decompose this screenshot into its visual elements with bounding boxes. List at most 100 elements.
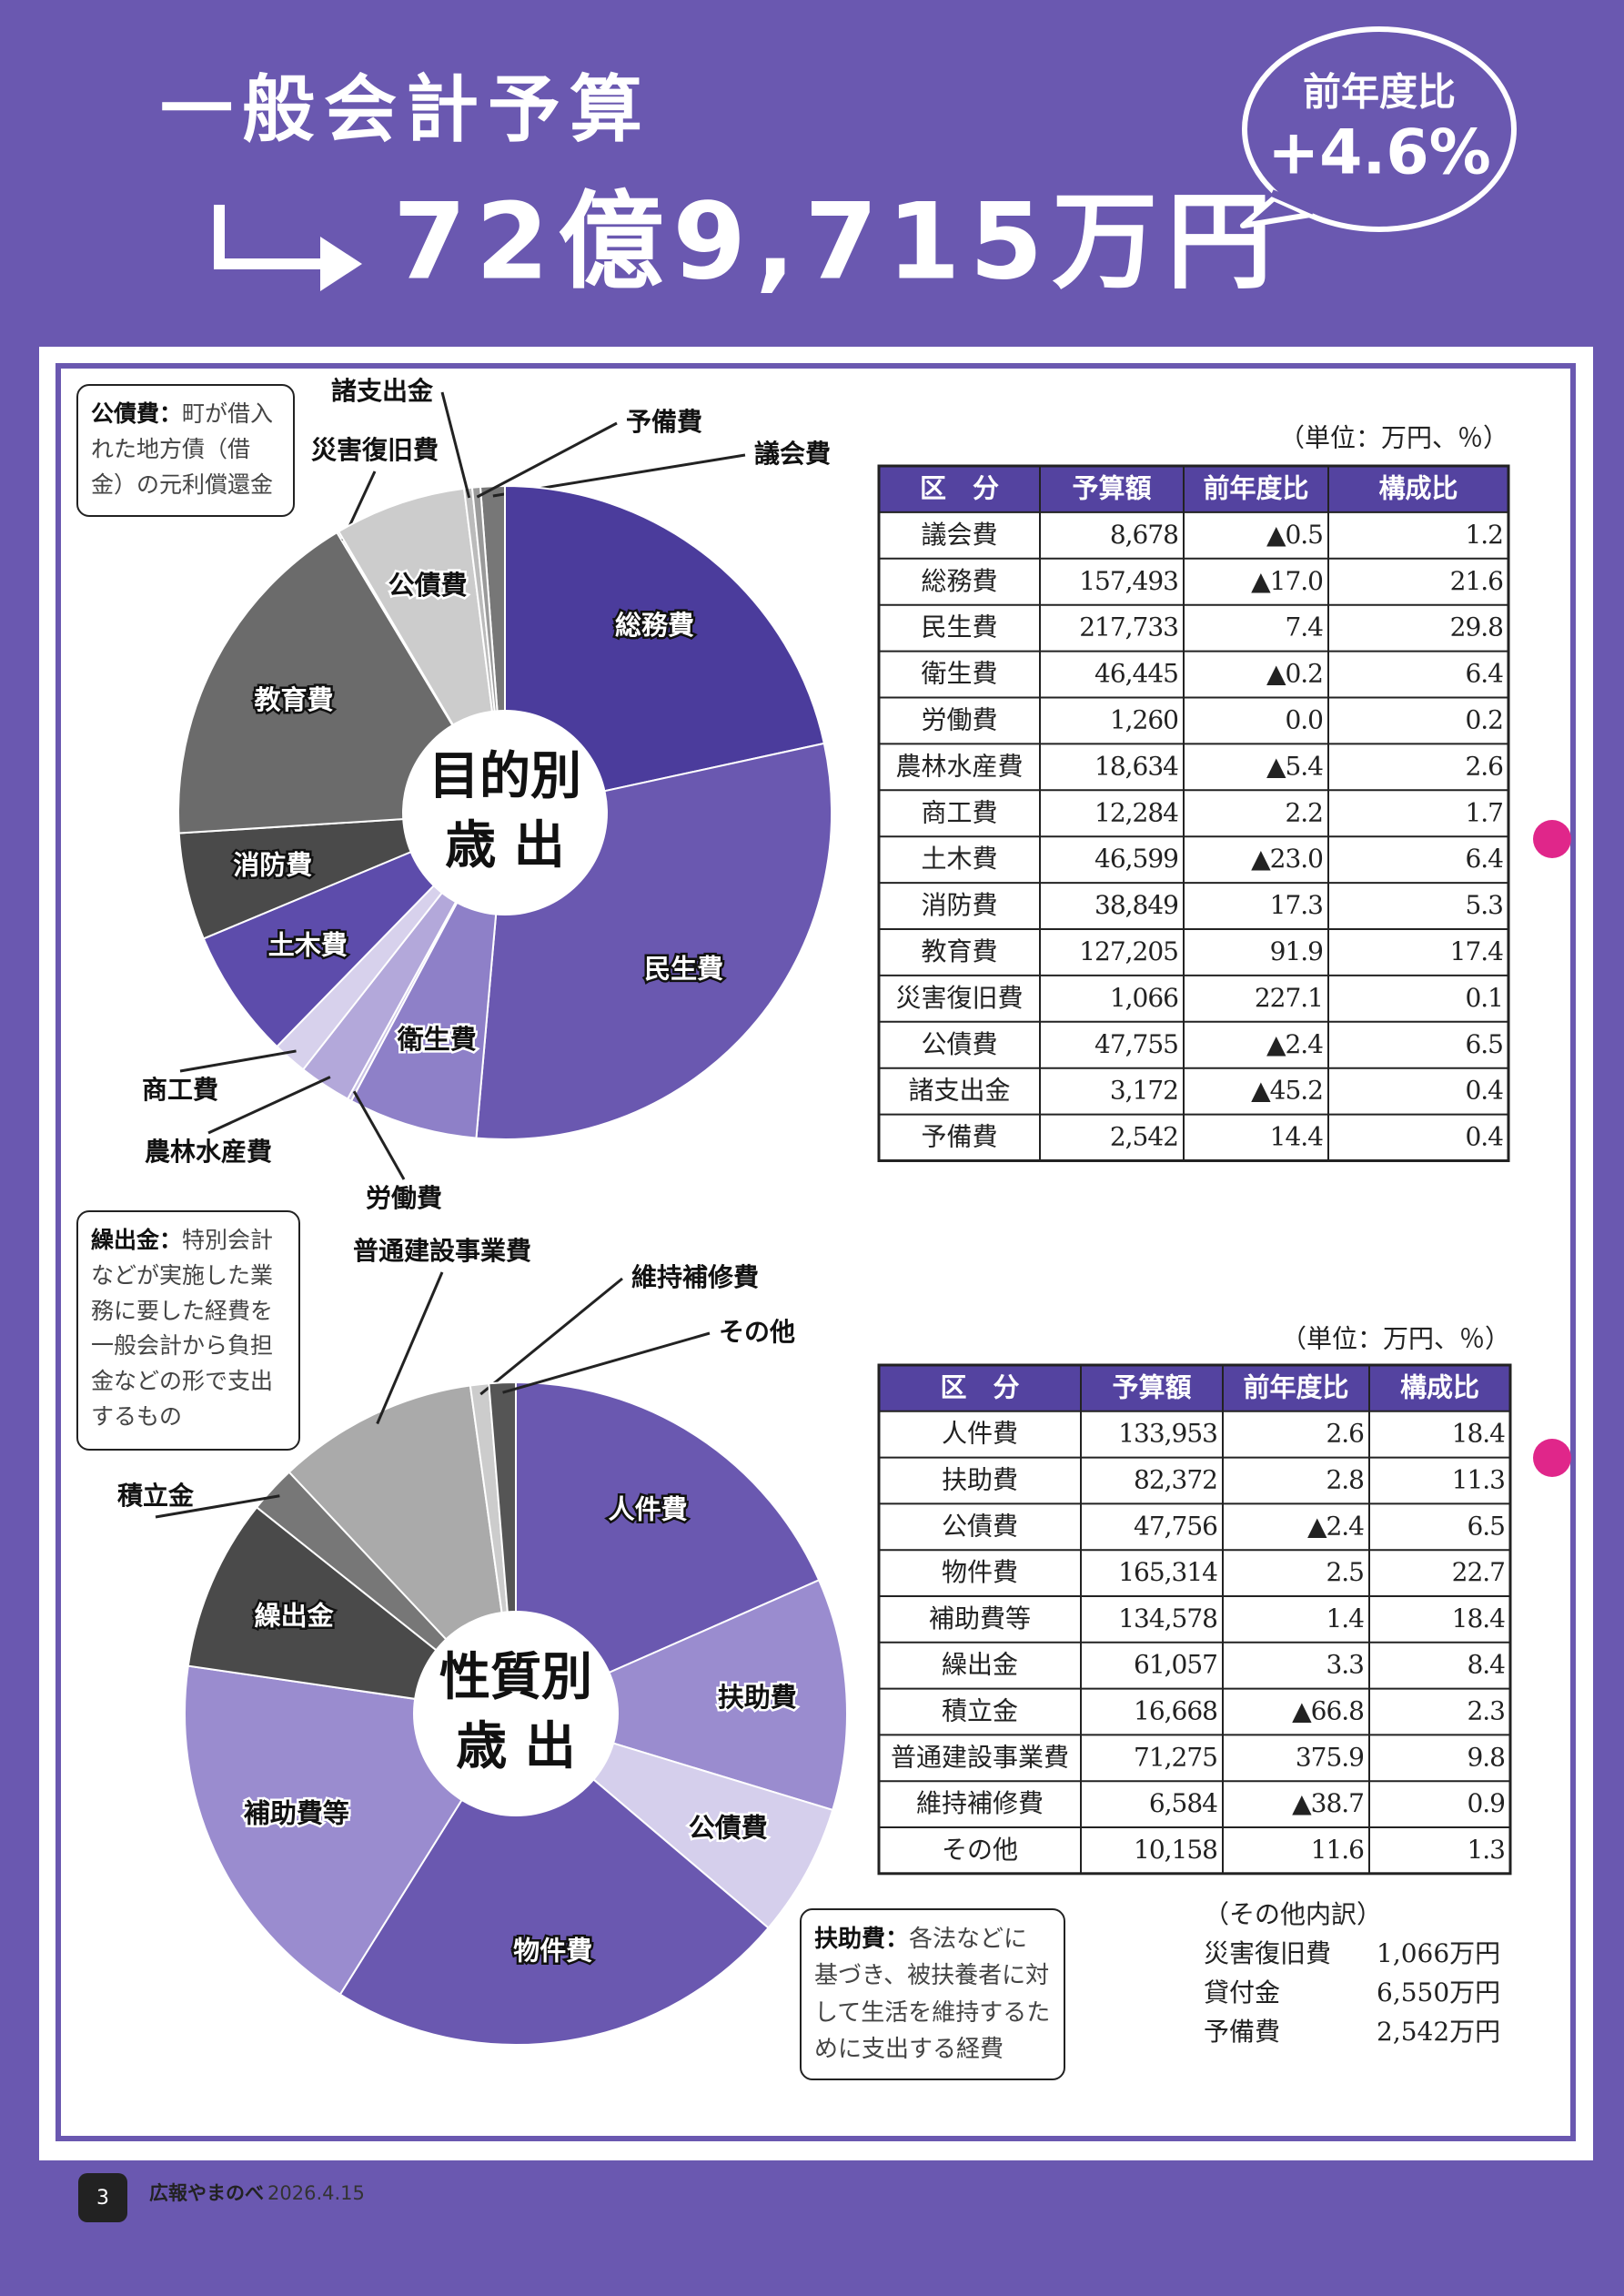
table-header: 前年度比 bbox=[1203, 472, 1308, 503]
breakdown-value: 6,550万円 bbox=[1377, 1977, 1501, 2008]
unit: （単位：万円、％） bbox=[1279, 423, 1508, 453]
pie-label: 教育費 bbox=[254, 684, 333, 715]
note-term: 繰出金： bbox=[91, 1227, 183, 1253]
breakdown-value: 1,066万円 bbox=[1377, 1938, 1501, 1968]
table-cell-number: 1.7 bbox=[1465, 797, 1503, 827]
table-cell-name: 災害復旧費 bbox=[895, 983, 1023, 1013]
table-cell-number: 3,172 bbox=[1110, 1076, 1178, 1106]
table-header: 前年度比 bbox=[1243, 1371, 1348, 1402]
table-cell-number: 9.8 bbox=[1467, 1742, 1505, 1772]
table-cell-name: 扶助費 bbox=[942, 1465, 1018, 1495]
table-cell-number: 2.6 bbox=[1326, 1419, 1364, 1449]
pie-label: 民生費 bbox=[644, 953, 723, 984]
table-cell-name: 公債費 bbox=[942, 1511, 1018, 1541]
table-cell-number: 1,260 bbox=[1110, 704, 1178, 734]
pie-center bbox=[402, 710, 608, 915]
table-cell-number: 71,275 bbox=[1134, 1742, 1217, 1772]
table-cell-name: 人件費 bbox=[942, 1419, 1018, 1449]
table-cell-number: 1.4 bbox=[1326, 1603, 1364, 1633]
table-cell-name: 消防費 bbox=[921, 890, 997, 920]
pie-label: 補助費等 bbox=[243, 1798, 349, 1829]
table-cell-number: ▲0.5 bbox=[1266, 520, 1323, 550]
note-text: 特別会計などが実施した業務に要した経費を一般会計から負担金などの形で支出するもの bbox=[91, 1227, 274, 1430]
pie-label: 人件費 bbox=[609, 1493, 688, 1524]
table-cell-number: 5.3 bbox=[1465, 890, 1503, 920]
unit: （単位：万円、％） bbox=[1281, 1324, 1510, 1354]
table-cell-number: 38,849 bbox=[1094, 890, 1178, 920]
table-cell-number: 1.2 bbox=[1465, 520, 1503, 550]
table-cell-number: 133,953 bbox=[1118, 1419, 1217, 1449]
page-number: 3 bbox=[96, 2187, 109, 2210]
arrow-head bbox=[320, 237, 362, 291]
table-header: 区 分 bbox=[920, 472, 999, 503]
pie-label: 土木費 bbox=[268, 929, 348, 960]
table-cell-name: 農林水産費 bbox=[895, 751, 1023, 781]
table-header-bg bbox=[879, 1365, 1510, 1411]
badge-value: +4.6% bbox=[1267, 117, 1491, 189]
pie-label: 公債費 bbox=[388, 570, 468, 601]
table-cell-number: 134,578 bbox=[1118, 1603, 1217, 1633]
pie-callout: 積立金 bbox=[117, 1481, 195, 1511]
badge bbox=[1242, 26, 1517, 232]
table-cell-number: 17.3 bbox=[1270, 890, 1323, 920]
pie-center-label: 性質別 bbox=[439, 1648, 592, 1707]
pie-slice bbox=[338, 1712, 770, 2046]
table-cell-number: 2.8 bbox=[1326, 1465, 1364, 1495]
table-cell-number: 165,314 bbox=[1118, 1557, 1217, 1587]
table-cell-number: ▲0.2 bbox=[1266, 659, 1323, 689]
pie-label: 消防費 bbox=[233, 850, 312, 881]
table-cell-number: 0.2 bbox=[1465, 704, 1503, 734]
leader-line bbox=[479, 1277, 623, 1396]
table-cell-name: 物件費 bbox=[942, 1557, 1018, 1587]
leader-line bbox=[502, 1331, 711, 1394]
table-cell-name: 衛生費 bbox=[921, 659, 997, 689]
pie-center-label: 目的別 bbox=[429, 747, 581, 806]
leader-line bbox=[440, 391, 471, 499]
table-cell-number: 47,756 bbox=[1134, 1511, 1217, 1541]
table-cell-name: その他 bbox=[942, 1835, 1018, 1865]
pie-callout: 労働費 bbox=[366, 1183, 442, 1213]
table-cell-number: 18.4 bbox=[1452, 1419, 1506, 1449]
table-cell-number: 2,542 bbox=[1110, 1122, 1178, 1152]
pie-slice bbox=[513, 1579, 848, 1812]
table-cell-name: 繰出金 bbox=[942, 1650, 1018, 1680]
table-cell-number: 1.3 bbox=[1467, 1835, 1505, 1865]
pie-center bbox=[413, 1611, 619, 1816]
breakdown-item: 災害復旧費 bbox=[1204, 1938, 1332, 1968]
table-header: 構成比 bbox=[1378, 472, 1458, 503]
pie-label: 物件費 bbox=[513, 1936, 592, 1967]
pie-label: 繰出金 bbox=[255, 1600, 335, 1631]
table-cell-name: 普通建設事業費 bbox=[891, 1742, 1069, 1772]
breakdown-item: 貸付金 bbox=[1204, 1977, 1281, 2008]
pie-callout: 維持補修費 bbox=[631, 1262, 759, 1292]
table-cell-number: 375.9 bbox=[1296, 1742, 1364, 1772]
table-cell-number: 6.4 bbox=[1465, 844, 1503, 874]
table-cell-number: 17.4 bbox=[1450, 936, 1504, 966]
table-cell-name: 総務費 bbox=[921, 566, 997, 596]
table-header: 予算額 bbox=[1112, 1371, 1191, 1402]
table-cell-number: 8,678 bbox=[1110, 520, 1178, 550]
date: 2026.4.15 bbox=[267, 2182, 365, 2204]
pie-callout: 諸支出金 bbox=[331, 376, 434, 406]
publication: 広報やまのべ bbox=[149, 2182, 264, 2204]
note: 繰出金：特別会計などが実施した業務に要した経費を一般会計から負担金などの形で支出… bbox=[76, 1210, 300, 1451]
pie-slice bbox=[515, 1381, 821, 1715]
table-cell-name: 商工費 bbox=[921, 797, 997, 827]
leader-line bbox=[179, 1049, 297, 1073]
table-cell-number: ▲23.0 bbox=[1251, 844, 1323, 874]
table-cell-number: 46,445 bbox=[1094, 659, 1178, 689]
table-cell-number: 61,057 bbox=[1134, 1650, 1217, 1680]
table-cell-name: 積立金 bbox=[942, 1696, 1018, 1726]
table-cell-number: 2.3 bbox=[1467, 1696, 1505, 1726]
table-cell-number: 21.6 bbox=[1450, 566, 1504, 596]
note-text: 各法などに基づき、被扶養者に対して生活を維持するために支出する経費 bbox=[814, 1926, 1051, 2063]
note-term: 扶助費： bbox=[814, 1926, 910, 1953]
table-cell-number: 91.9 bbox=[1270, 936, 1323, 966]
table-cell-number: 11.3 bbox=[1452, 1465, 1505, 1495]
table-header: 区 分 bbox=[940, 1371, 1019, 1402]
table-cell-number: ▲45.2 bbox=[1251, 1076, 1323, 1106]
pie-label: 扶助費 bbox=[718, 1682, 797, 1713]
